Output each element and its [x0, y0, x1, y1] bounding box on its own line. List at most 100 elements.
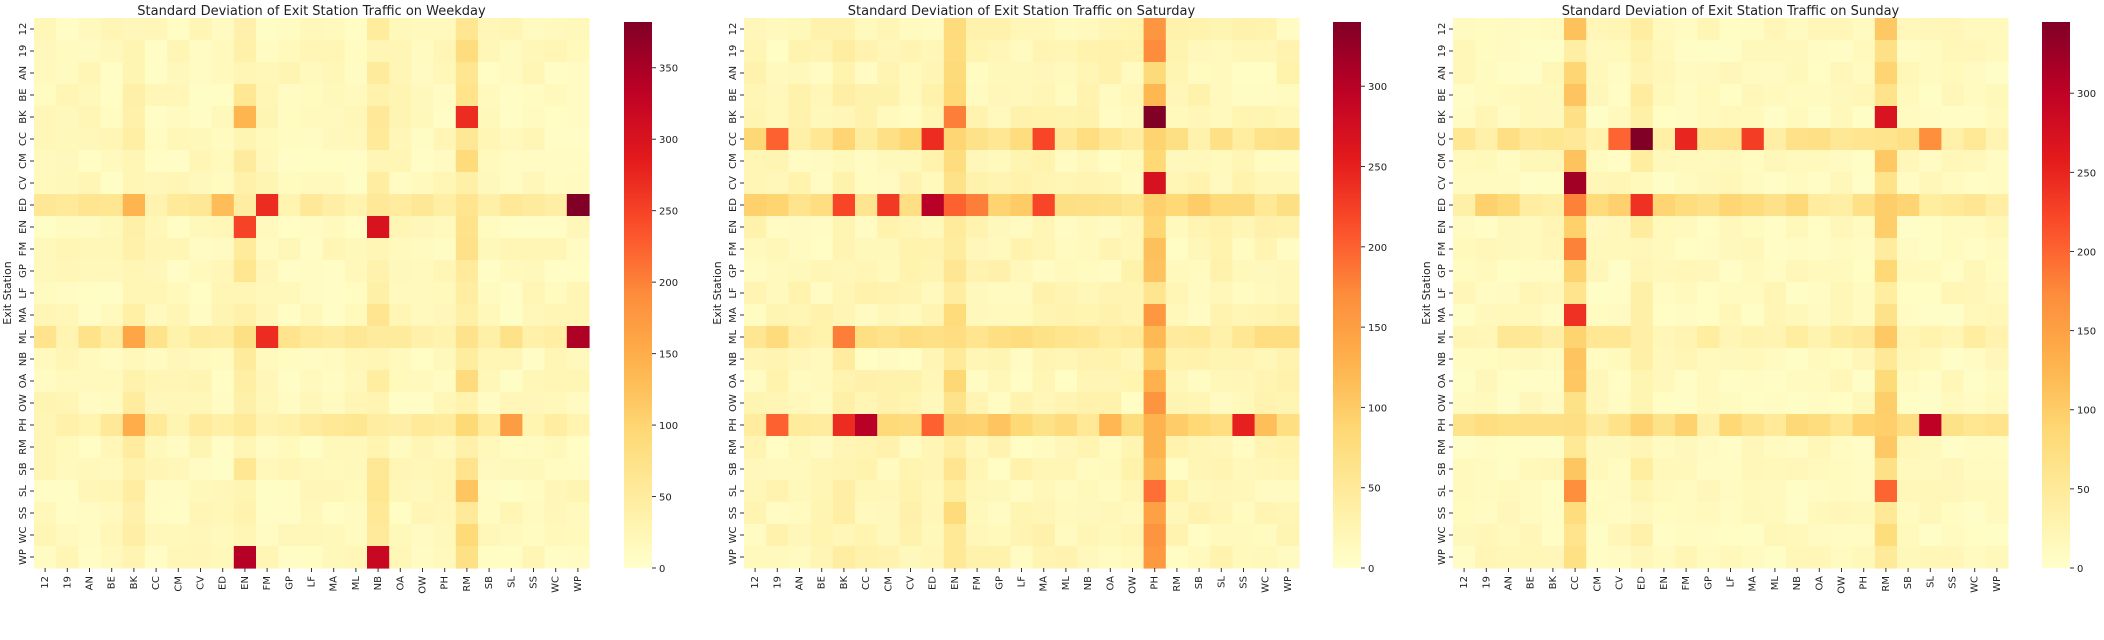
- heatmap-cell: [832, 150, 856, 173]
- heatmap-cell: [1210, 392, 1233, 415]
- heatmap-cell: [122, 18, 146, 41]
- heatmap-cell: [1719, 172, 1743, 195]
- heatmap-cell: [832, 172, 856, 195]
- heatmap-cell: [1830, 348, 1854, 371]
- heatmap-cell: [855, 348, 878, 371]
- heatmap-cell: [278, 84, 301, 107]
- heatmap-cell: [1276, 150, 1300, 173]
- heatmap-cell: [300, 546, 324, 569]
- heatmap-cell: [1630, 216, 1654, 239]
- heatmap-cell: [1054, 414, 1078, 437]
- heatmap-cell: [1254, 436, 1278, 459]
- heatmap-cell: [500, 546, 523, 569]
- heatmap-cell: [1188, 502, 1211, 525]
- heatmap-cell: [1697, 106, 1720, 129]
- heatmap-cell: [1188, 62, 1211, 85]
- heatmap-cell: [167, 414, 190, 437]
- y-tick-label: ML: [18, 329, 29, 344]
- x-tick-label: CV: [906, 576, 917, 590]
- heatmap-cell: [1874, 436, 1898, 459]
- y-tick-label: WC: [18, 527, 29, 544]
- heatmap-cell: [500, 150, 523, 173]
- y-tick-label: CM: [728, 153, 739, 169]
- heatmap-cell: [1808, 128, 1831, 151]
- heatmap-cell: [744, 128, 767, 151]
- y-tick-label: AN: [728, 66, 739, 80]
- heatmap-cell: [433, 546, 457, 569]
- heatmap-cell: [455, 260, 479, 283]
- heatmap-cell: [322, 40, 346, 63]
- heatmap-cell: [1564, 546, 1587, 569]
- heatmap-cell: [344, 392, 368, 415]
- heatmap-cell: [1830, 304, 1854, 327]
- heatmap-cell: [411, 546, 435, 569]
- x-tick-label: LF: [1726, 576, 1737, 588]
- heatmap-cell: [566, 172, 590, 195]
- y-tick-label: MA: [728, 307, 739, 323]
- heatmap-cell: [855, 194, 878, 217]
- x-tick-label: EN: [240, 576, 251, 590]
- x-tick-label: SL: [1216, 576, 1227, 588]
- heatmap-cell: [100, 216, 124, 239]
- heatmap-cell: [566, 458, 590, 481]
- heatmap-cell: [832, 546, 856, 569]
- heatmap-cell: [1165, 282, 1189, 305]
- heatmap-cell: [1985, 238, 2009, 261]
- heatmap-cell: [855, 260, 878, 283]
- heatmap-cell: [455, 480, 479, 503]
- heatmap-cell: [1564, 480, 1587, 503]
- heatmap-cell: [1121, 326, 1145, 349]
- heatmap-cell: [1453, 18, 1476, 41]
- heatmap-cell: [855, 546, 878, 569]
- heatmap-cell: [1963, 150, 1987, 173]
- heatmap-cell: [744, 480, 767, 503]
- heatmap-cell: [855, 370, 878, 393]
- heatmap-cell: [122, 216, 146, 239]
- heatmap-cell: [478, 502, 501, 525]
- heatmap-cell: [256, 326, 279, 349]
- heatmap-cell: [1276, 348, 1300, 371]
- heatmap-cell: [389, 40, 412, 63]
- heatmap-cell: [1652, 260, 1676, 283]
- heatmap-cell: [1276, 282, 1300, 305]
- heatmap-cell: [921, 326, 945, 349]
- heatmap-cell: [1675, 18, 1698, 41]
- heatmap-cell: [34, 62, 57, 85]
- heatmap-cell: [1054, 150, 1078, 173]
- heatmap-cell: [500, 216, 523, 239]
- heatmap-cell: [1897, 84, 1920, 107]
- heatmap-cell: [1963, 370, 1987, 393]
- heatmap-cell: [1475, 128, 1498, 151]
- heatmap-cell: [966, 502, 989, 525]
- heatmap-cell: [300, 260, 324, 283]
- heatmap-cell: [1010, 546, 1034, 569]
- heatmap-cell: [344, 480, 368, 503]
- heatmap-cell: [1010, 524, 1034, 547]
- heatmap-cell: [1077, 304, 1100, 327]
- heatmap-cell: [122, 260, 146, 283]
- heatmap-cell: [1719, 238, 1743, 261]
- heatmap-cell: [1165, 480, 1189, 503]
- heatmap-cell: [78, 128, 102, 151]
- heatmap-cell: [877, 348, 900, 371]
- heatmap-cell: [1652, 436, 1676, 459]
- heatmap-cell: [78, 150, 102, 173]
- heatmap-cell: [455, 128, 479, 151]
- heatmap-cell: [1830, 524, 1854, 547]
- y-tick-label: EN: [1437, 220, 1448, 234]
- heatmap-cell: [1741, 436, 1765, 459]
- heatmap-cell: [1165, 62, 1189, 85]
- heatmap-cell: [1830, 172, 1854, 195]
- heatmap-cell: [56, 18, 79, 41]
- heatmap-cell: [122, 106, 146, 129]
- heatmap-cell: [1941, 458, 1965, 481]
- heatmap-cell: [1852, 194, 1876, 217]
- heatmap-cell: [1675, 392, 1698, 415]
- heatmap-cell: [1586, 458, 1609, 481]
- heatmap-cell: [943, 458, 967, 481]
- heatmap-cell: [1941, 194, 1965, 217]
- heatmap-cell: [1652, 18, 1676, 41]
- heatmap-cell: [1719, 128, 1743, 151]
- heatmap-cell: [1121, 216, 1145, 239]
- heatmap-cell: [256, 238, 279, 261]
